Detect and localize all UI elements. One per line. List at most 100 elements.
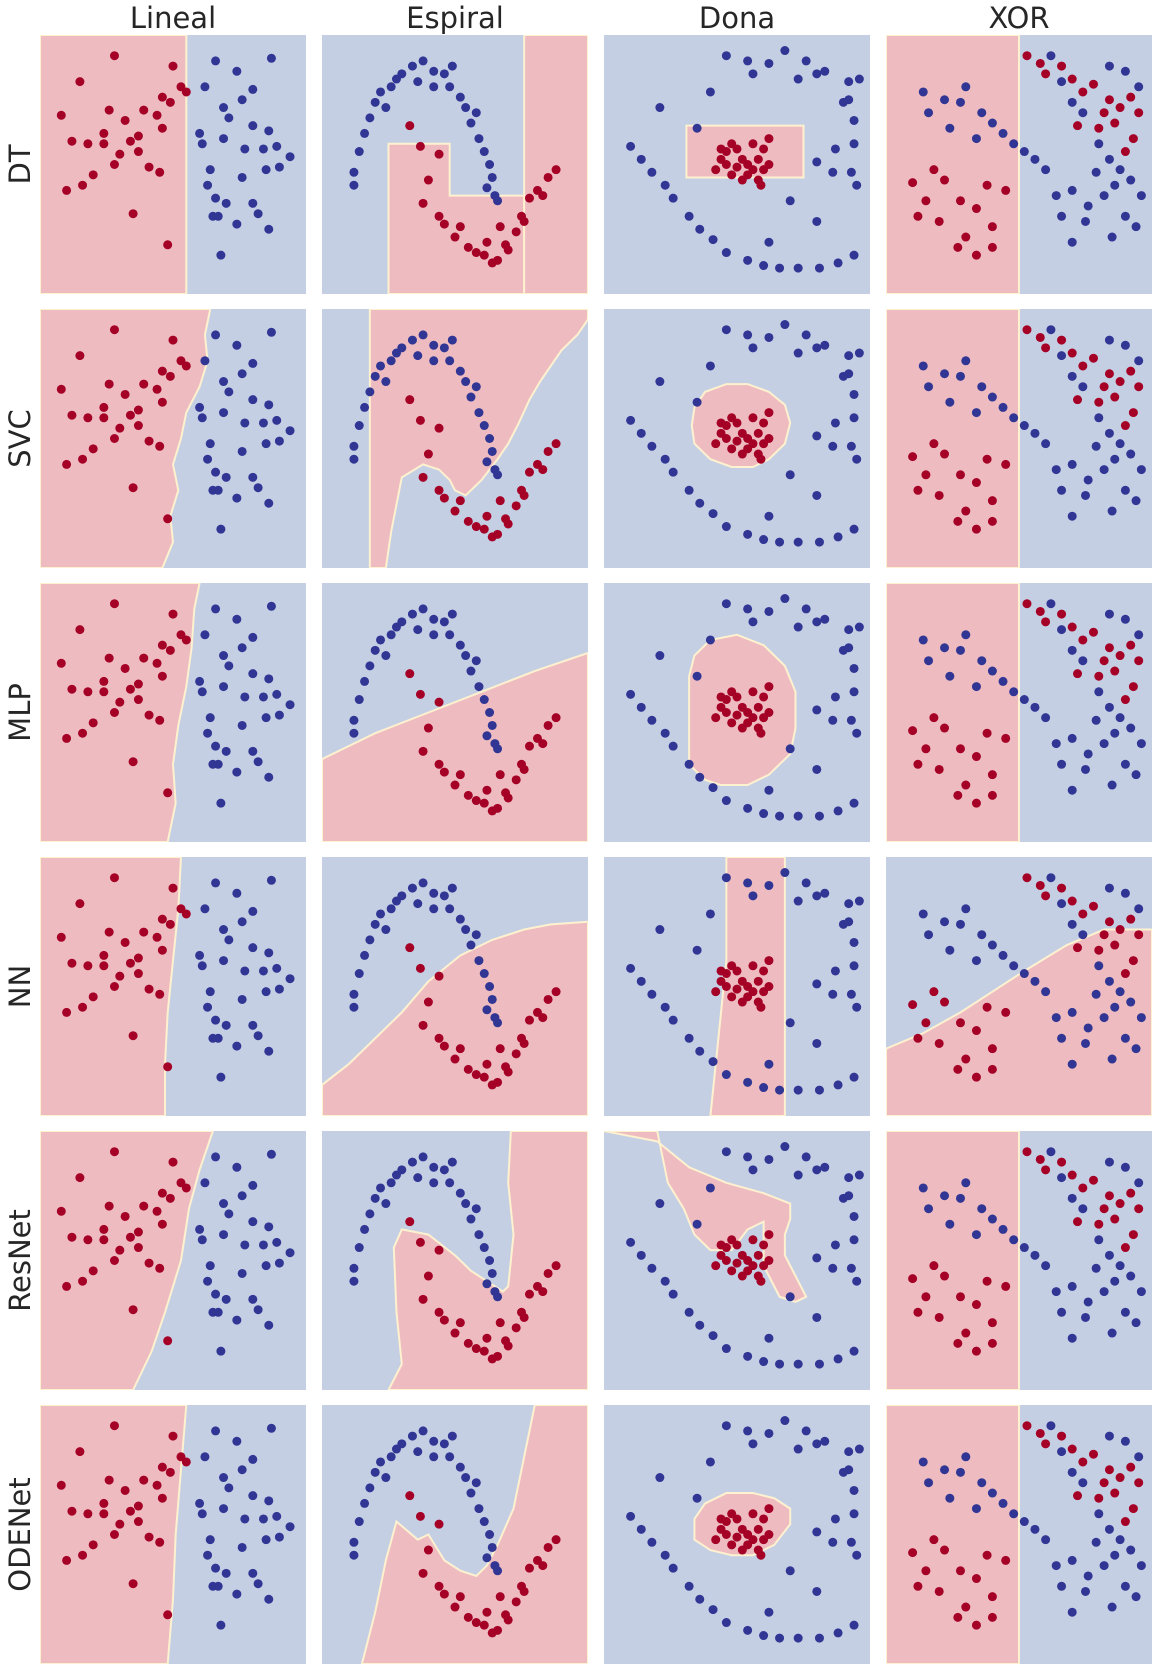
point-blue bbox=[626, 963, 636, 973]
point-blue bbox=[830, 418, 840, 428]
point-blue bbox=[636, 428, 646, 438]
point-blue bbox=[211, 193, 221, 203]
point-blue bbox=[1078, 382, 1088, 392]
point-blue bbox=[655, 1199, 665, 1209]
point-blue bbox=[1030, 428, 1040, 438]
point-red bbox=[67, 136, 77, 146]
point-blue bbox=[258, 418, 268, 428]
point-red bbox=[1057, 1431, 1067, 1441]
point-red bbox=[1115, 651, 1125, 661]
point-red bbox=[1035, 58, 1045, 68]
point-blue bbox=[940, 95, 950, 105]
point-red bbox=[753, 702, 763, 712]
point-blue bbox=[349, 989, 359, 999]
point-blue bbox=[285, 1522, 295, 1532]
point-blue bbox=[1009, 1509, 1019, 1519]
point-blue bbox=[812, 216, 822, 226]
point-red bbox=[764, 160, 774, 169]
point-red bbox=[152, 1206, 162, 1216]
point-blue bbox=[820, 614, 830, 624]
point-red bbox=[155, 1263, 165, 1273]
point-red bbox=[940, 175, 950, 185]
point-blue bbox=[253, 757, 263, 767]
point-red bbox=[727, 444, 737, 454]
point-blue bbox=[485, 982, 495, 991]
point-blue bbox=[429, 66, 439, 76]
point-blue bbox=[636, 1250, 646, 1260]
point-blue bbox=[466, 940, 476, 950]
point-blue bbox=[961, 356, 971, 366]
point-blue bbox=[232, 340, 242, 350]
point-blue bbox=[849, 1235, 859, 1245]
point-blue bbox=[814, 537, 824, 547]
point-blue bbox=[854, 896, 864, 906]
point-blue bbox=[852, 728, 862, 738]
point-red bbox=[501, 240, 511, 250]
point-blue bbox=[264, 1222, 274, 1232]
point-red bbox=[163, 240, 173, 250]
point-blue bbox=[692, 945, 702, 955]
point-blue bbox=[849, 687, 859, 697]
point-red bbox=[961, 232, 971, 242]
point-red bbox=[109, 325, 119, 335]
point-blue bbox=[386, 630, 396, 640]
point-red bbox=[501, 788, 511, 798]
point-blue bbox=[429, 82, 439, 92]
point-blue bbox=[466, 1214, 476, 1224]
region-red bbox=[886, 1131, 1020, 1390]
point-blue bbox=[1094, 1509, 1104, 1519]
point-blue bbox=[213, 1307, 223, 1317]
point-blue bbox=[801, 1152, 811, 1162]
point-blue bbox=[1067, 733, 1077, 743]
point-blue bbox=[812, 1253, 822, 1263]
point-blue bbox=[833, 806, 843, 816]
point-blue bbox=[240, 418, 250, 428]
point-blue bbox=[264, 224, 274, 234]
point-red bbox=[434, 211, 444, 221]
point-blue bbox=[1099, 739, 1109, 749]
point-red bbox=[1120, 147, 1130, 157]
point-red bbox=[764, 708, 774, 717]
point-red bbox=[152, 1480, 162, 1490]
point-blue bbox=[211, 1015, 221, 1025]
point-blue bbox=[264, 126, 274, 136]
point-blue bbox=[1083, 201, 1093, 211]
point-blue bbox=[846, 441, 856, 451]
point-blue bbox=[812, 1586, 822, 1596]
point-blue bbox=[221, 1568, 231, 1578]
row-title-mlp: MLP bbox=[3, 683, 37, 742]
point-blue bbox=[439, 891, 449, 901]
point-blue bbox=[365, 113, 375, 123]
point-blue bbox=[1120, 614, 1130, 624]
point-blue bbox=[264, 400, 274, 410]
point-red bbox=[1126, 1462, 1136, 1472]
panel-odenet-dona bbox=[604, 1405, 870, 1664]
point-red bbox=[517, 759, 526, 769]
point-red bbox=[511, 1323, 521, 1333]
point-blue bbox=[1110, 728, 1120, 738]
point-blue bbox=[370, 645, 380, 655]
point-red bbox=[139, 1475, 149, 1485]
point-blue bbox=[195, 950, 205, 960]
point-blue bbox=[219, 956, 229, 966]
point-red bbox=[1115, 925, 1125, 935]
point-blue bbox=[197, 1235, 207, 1245]
point-blue bbox=[211, 1289, 221, 1299]
point-blue bbox=[721, 1344, 731, 1354]
point-red bbox=[1041, 69, 1051, 79]
point-blue bbox=[780, 868, 790, 878]
point-blue bbox=[743, 803, 753, 813]
point-blue bbox=[376, 909, 386, 919]
point-blue bbox=[721, 1070, 731, 1080]
point-red bbox=[88, 444, 98, 454]
point-blue bbox=[801, 1426, 811, 1436]
point-blue bbox=[232, 1436, 242, 1446]
point-red bbox=[434, 485, 444, 495]
point-red bbox=[1128, 682, 1138, 692]
point-red bbox=[163, 788, 173, 798]
point-blue bbox=[381, 651, 391, 661]
point-red bbox=[83, 1509, 93, 1519]
point-blue bbox=[1051, 1013, 1061, 1023]
point-blue bbox=[814, 1085, 824, 1095]
point-blue bbox=[764, 785, 774, 795]
